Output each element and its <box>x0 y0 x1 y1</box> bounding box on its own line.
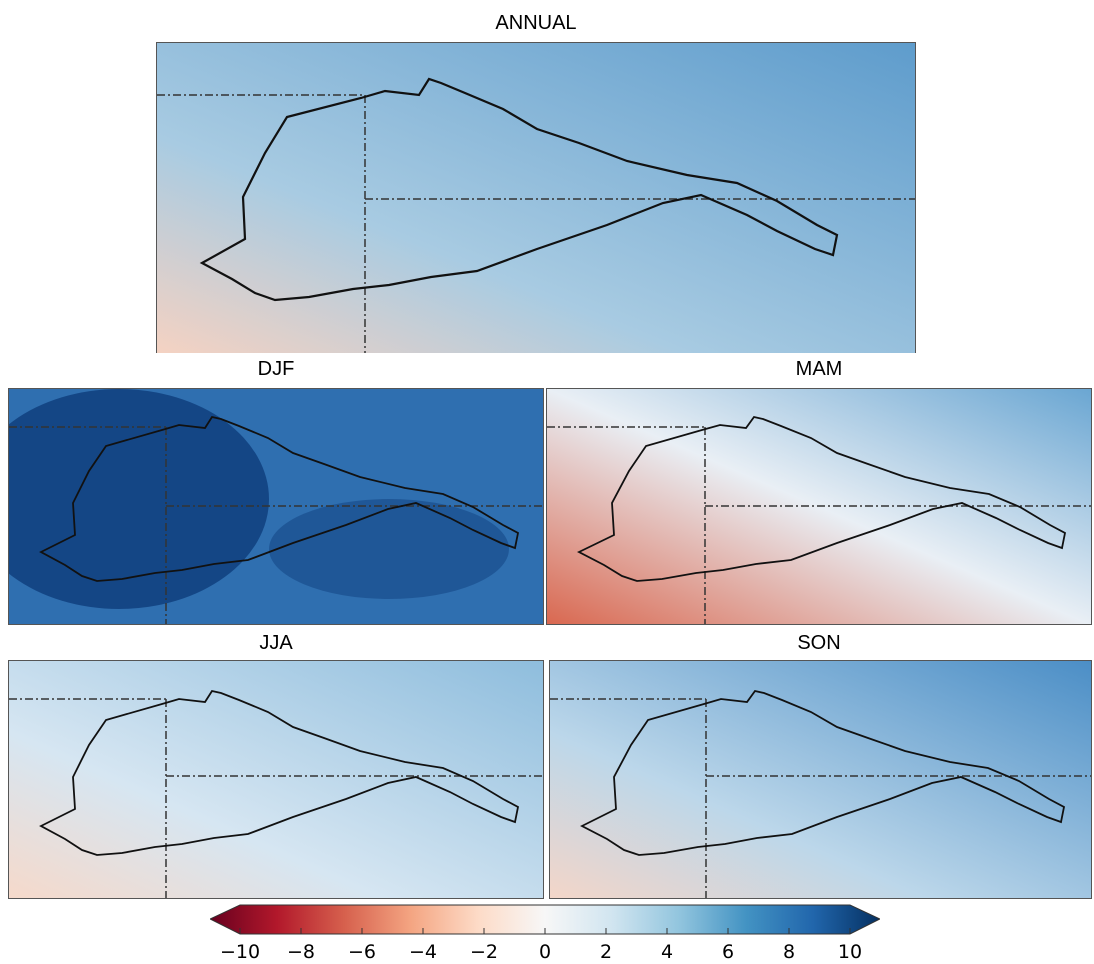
annual-gridlines <box>157 94 915 353</box>
annual-map-panel <box>156 42 916 353</box>
colorbar-ticks: −10 −8 −6 −4 −2 0 2 4 6 8 10 <box>220 928 862 963</box>
jja-title: JJA <box>259 632 293 654</box>
mam-anomaly-field <box>547 389 1091 624</box>
annual-region-outline <box>199 77 839 302</box>
colorbar-tick-label: 0 <box>539 941 551 963</box>
djf-gridlines <box>9 426 543 624</box>
son-map <box>550 661 1091 898</box>
djf-map-panel <box>8 388 544 625</box>
colorbar: −10 −8 −6 −4 −2 0 2 4 6 8 10 <box>210 904 880 963</box>
son-region-outline <box>580 689 1066 856</box>
jja-map <box>9 661 543 898</box>
mam-map-panel <box>546 388 1092 625</box>
jja-gridlines <box>9 698 543 898</box>
son-anomaly-field <box>550 661 1091 898</box>
colorbar-tick-label: −4 <box>409 941 437 963</box>
jja-region-outline <box>39 689 520 856</box>
colorbar-tick-label: 8 <box>783 941 795 963</box>
jja-map-panel <box>8 660 544 899</box>
colorbar-tick-label: 2 <box>600 941 612 963</box>
son-gridlines <box>550 698 1091 898</box>
djf-map <box>9 389 543 624</box>
colorbar-tick-label: −6 <box>348 941 376 963</box>
colorbar-tick-label: 4 <box>661 941 673 963</box>
colorbar-tick-label: −8 <box>287 941 315 963</box>
jja-anomaly-field <box>9 661 543 898</box>
annual-anomaly-field <box>157 43 915 353</box>
mam-region-outline <box>576 415 1067 582</box>
mam-map <box>547 389 1091 624</box>
colorbar-tick-label: 6 <box>722 941 734 963</box>
colorbar-tick-label: −2 <box>470 941 498 963</box>
mam-gridlines <box>547 426 1091 624</box>
son-map-panel <box>549 660 1092 899</box>
djf-region-outline <box>39 415 520 582</box>
mam-title: MAM <box>795 358 843 380</box>
colorbar-tick-label: 10 <box>838 941 862 963</box>
annual-title: ANNUAL <box>495 12 577 34</box>
annual-map <box>157 43 915 353</box>
colorbar-tick-label: −10 <box>220 941 260 963</box>
djf-title: DJF <box>257 358 295 380</box>
son-title: SON <box>797 632 841 654</box>
